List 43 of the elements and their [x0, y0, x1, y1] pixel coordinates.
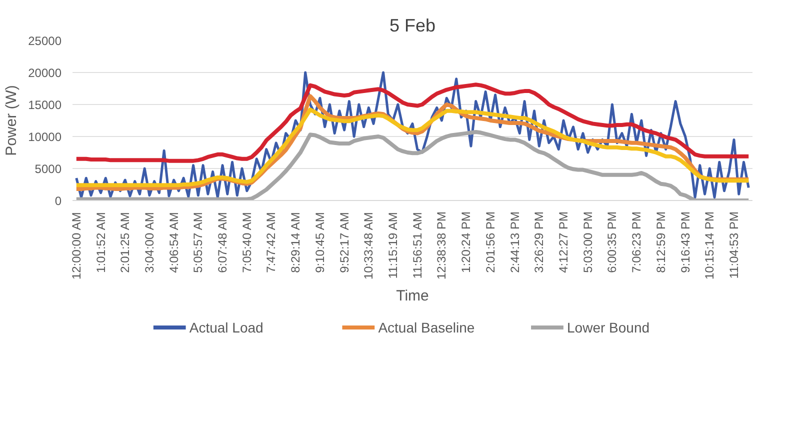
x-tick-label: 7:06:23 PM [630, 211, 644, 273]
x-tick-label: 11:04:53 PM [726, 211, 741, 279]
x-tick-label: 2:01:56 PM [483, 211, 498, 273]
x-axis-title: Time [396, 288, 429, 305]
chart-title: 5 Feb [389, 16, 436, 36]
y-axis-title: Power (W) [3, 85, 20, 156]
y-tick-label: 15000 [28, 98, 62, 112]
x-tick-label: 3:26:29 PM [532, 211, 546, 273]
x-tick-label: 3:04:00 AM [142, 212, 156, 273]
x-tick-label: 9:52:17 AM [337, 212, 352, 273]
x-tick-label: 5:03:00 PM [580, 211, 595, 273]
x-tick-label: 9:16:43 PM [678, 211, 692, 273]
x-tick-label: 5:05:57 AM [191, 212, 206, 273]
x-tick-label: 12:00:00 AM [69, 212, 84, 280]
line-series [74, 130, 751, 200]
line-series [74, 82, 751, 163]
x-tick-label: 8:12:59 PM [654, 211, 668, 273]
y-tick-label: 0 [54, 194, 62, 208]
x-tick-label: 10:15:14 PM [702, 211, 717, 280]
legend-label: Actual Baseline [378, 320, 475, 336]
x-tick-label: 1:01:52 AM [94, 212, 108, 273]
x-tick-label: 8:29:14 AM [288, 212, 303, 273]
x-tick-label: 11:56:51 AM [410, 212, 424, 279]
x-tick-label: 7:05:40 AM [240, 212, 254, 273]
line-series [74, 108, 751, 188]
y-tick-label: 10000 [28, 130, 62, 144]
x-tick-label: 4:12:27 PM [556, 211, 571, 273]
x-tick-label: 9:10:45 AM [312, 212, 327, 273]
y-tick-label: 20000 [28, 66, 62, 80]
x-tick-label: 11:15:19 AM [386, 212, 400, 279]
x-tick-label: 7:47:42 AM [264, 212, 278, 273]
x-tick-label: 2:44:13 PM [508, 211, 522, 273]
y-tick-label: 5000 [34, 162, 62, 176]
x-tick-label: 12:38:38 PM [434, 211, 449, 280]
x-tick-label: 10:33:48 AM [362, 212, 376, 280]
legend-label: Actual Load [189, 320, 264, 336]
x-tick-label: 4:06:54 AM [166, 212, 181, 273]
x-tick-label: 2:01:25 AM [118, 212, 132, 273]
x-tick-label: 6:00:35 PM [605, 211, 620, 273]
legend-label: Lower Bound [567, 320, 650, 336]
x-tick-label: 6:07:48 AM [216, 212, 230, 273]
y-tick-label: 25000 [28, 34, 62, 48]
x-tick-label: 1:20:24 PM [459, 211, 474, 273]
